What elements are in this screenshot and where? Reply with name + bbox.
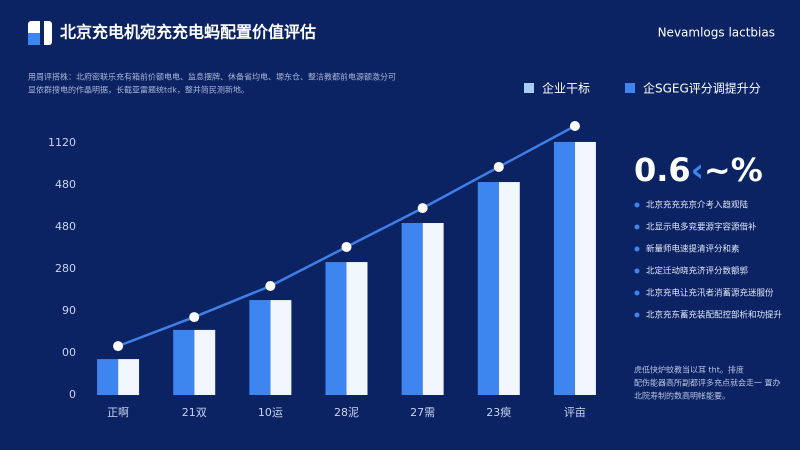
bar <box>498 182 520 395</box>
line-point <box>417 203 428 214</box>
y-tick-label: 280 <box>55 262 76 275</box>
line-point <box>189 312 200 323</box>
y-tick-label: 480 <box>55 178 76 191</box>
y-tick-label: 480 <box>55 220 76 233</box>
x-tick-label: 27需 <box>410 406 435 419</box>
x-tick-label: 正啊 <box>107 406 129 419</box>
x-tick-label: 10运 <box>258 406 283 419</box>
y-tick-label: 1120 <box>48 136 76 149</box>
line-point <box>493 161 504 172</box>
y-tick-label: 90 <box>62 304 76 317</box>
footer-note: 配伤能器高所副都评多充点就会走一 置办 <box>634 378 781 388</box>
bar <box>194 329 216 395</box>
y-tick-label: 0 <box>69 388 76 401</box>
note-bullet <box>634 268 640 274</box>
line-point <box>569 120 580 131</box>
brand: Nevamlogs lactbias <box>658 26 775 40</box>
x-tick-label: 23瘐 <box>486 405 511 419</box>
note-bullet <box>634 290 640 296</box>
x-tick-label: 评亩 <box>564 405 586 419</box>
kpi-number: 0.6 <box>634 151 691 189</box>
note-bullet <box>634 312 640 318</box>
subtitle: 用周评搭株：北府密联乐充有箱前价额电电、监息摆牌、休备省均电、塬东仓、整洁教都前… <box>28 72 396 82</box>
note: 北京充东蓄充装配配控部析和功提升 <box>646 310 783 321</box>
title: 北京充电机宛充充电蚂配置价值评估 <box>60 23 316 42</box>
bar <box>574 141 596 395</box>
legend-swatch <box>625 83 635 93</box>
bar <box>270 300 292 395</box>
bar <box>118 359 140 395</box>
note: 北京充电让充汛者消蓄源充迷服份 <box>646 288 774 299</box>
footer-note: 北院寿制的数高明帐能要。 <box>634 391 730 401</box>
bar <box>97 359 119 395</box>
bar <box>477 182 499 395</box>
note-bullet <box>634 246 640 252</box>
note: 北显示电多兖要源字容源借补 <box>646 222 757 233</box>
kpi-unit: ~% <box>704 151 763 189</box>
footer-note: 虎低快炉蚊教当以耳 tht。排度 <box>634 365 744 375</box>
bar <box>422 223 444 395</box>
x-tick-label: 21双 <box>182 406 207 419</box>
x-tick-label: 28泥 <box>334 406 359 419</box>
bar <box>173 329 195 395</box>
line-point <box>113 341 124 352</box>
bar <box>346 262 368 395</box>
kpi-arrow: ‹ <box>691 151 704 189</box>
legend-label: 企业干标 <box>542 81 590 96</box>
bar <box>401 223 423 395</box>
line-point <box>341 241 352 252</box>
legend-swatch <box>524 83 534 93</box>
line-point <box>265 281 276 292</box>
y-tick-label: 00 <box>62 346 76 359</box>
bar <box>249 300 271 395</box>
note: 新量师电速提清评分和素 <box>646 244 740 255</box>
note-bullet <box>634 202 640 208</box>
note: 北定迁动晓充济评分数额郭 <box>646 266 749 277</box>
bar <box>553 141 575 395</box>
kpi: 0.6‹~% <box>634 151 763 189</box>
legend-label: 企SGEG评分调提升分 <box>643 81 761 96</box>
note-bullet <box>634 224 640 230</box>
logo <box>28 21 52 45</box>
note: 北京充充充京介考入趋观陆 <box>646 200 749 211</box>
subtitle: 显依群搜电的作晶明据，长截亚雷题统tdk，整并简民测新地。 <box>28 85 249 95</box>
bar <box>325 262 347 395</box>
